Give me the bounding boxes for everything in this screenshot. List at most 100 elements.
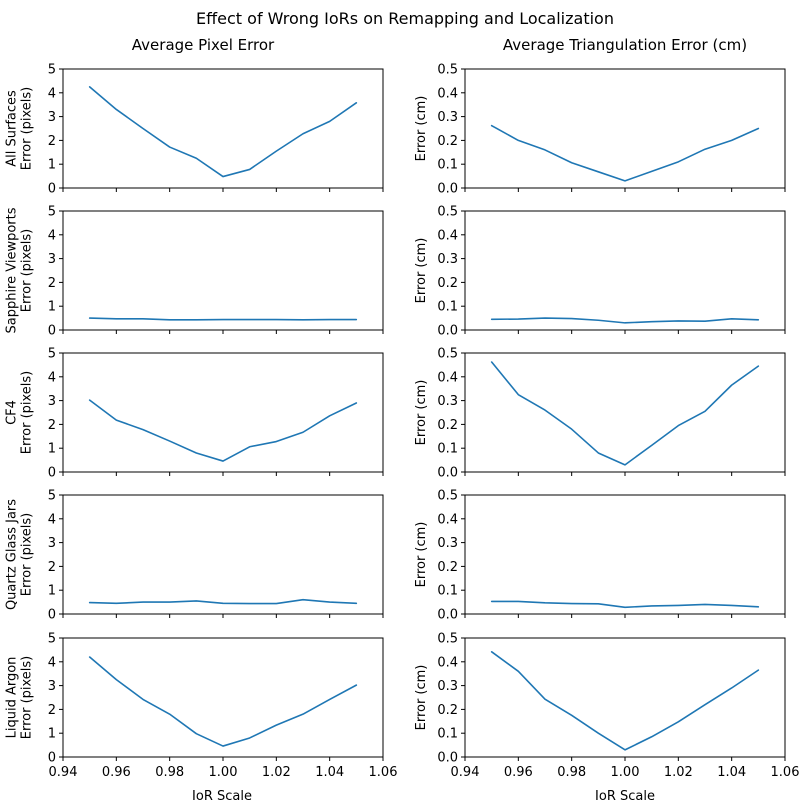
panel-quartz-glass-jars-pixel-ytick-label-0: 0 — [48, 608, 56, 623]
panel-quartz-glass-jars-triangulation-axes-frame — [464, 494, 786, 615]
panel-cf4-triangulation-axes-frame — [464, 352, 786, 473]
panel-sapphire-viewports-triangulation-series-line — [490, 317, 760, 324]
panel-all-surfaces-pixel-axes-frame — [62, 68, 384, 189]
panel-cf4-triangulation-ytick-label-2: 0.2 — [437, 418, 458, 433]
panel-sapphire-viewports-pixel-ytick-label-5: 5 — [48, 205, 56, 220]
panel-quartz-glass-jars-triangulation-ytick-label-4: 0.4 — [437, 512, 458, 527]
panel-all-surfaces-pixel-ylabel-1: Error (pixels) — [20, 87, 35, 171]
panel-liquid-argon-triangulation-xtick-label-3: 1.00 — [611, 765, 640, 780]
panel-sapphire-viewports-pixel-ytick-label-2: 2 — [48, 276, 56, 291]
panel-all-surfaces-triangulation-ylabel-0: Error (cm) — [414, 96, 429, 162]
panel-cf4-pixel-ytick-label-3: 3 — [48, 394, 56, 409]
panel-all-surfaces-pixel-ytick-label-2: 2 — [48, 134, 56, 149]
panel-sapphire-viewports-triangulation-ytick-label-4: 0.4 — [437, 228, 458, 243]
panel-quartz-glass-jars-triangulation-ytick-label-0: 0.0 — [437, 608, 458, 623]
panel-sapphire-viewports-pixel-ytick-label-1: 1 — [48, 300, 56, 315]
panel-liquid-argon-pixel-axes-frame — [62, 637, 384, 758]
panel-quartz-glass-jars-triangulation-ytick-label-5: 0.5 — [437, 489, 458, 504]
panel-all-surfaces-pixel-series-line — [88, 86, 358, 178]
panel-sapphire-viewports-triangulation-ytick-label-1: 0.1 — [437, 300, 458, 315]
panel-liquid-argon-pixel: 0 1 2 3 4 5 0.94 0.96 0.98 1.00 1.02 1.04 1.06 Liquid… — [5, 632, 398, 781]
column-title-triangulation-error: Average Triangulation Error (cm) — [503, 36, 747, 54]
panel-cf4-pixel-series-line — [88, 399, 358, 462]
panel-quartz-glass-jars-triangulation-series-line — [490, 600, 760, 609]
panel-cf4-pixel-ylabel-0: CF4 — [5, 400, 20, 425]
panel-sapphire-viewports-pixel-ytick-label-0: 0 — [48, 324, 56, 339]
panel-all-surfaces-pixel-ytick-label-3: 3 — [48, 110, 56, 125]
panel-quartz-glass-jars-pixel-ytick-label-1: 1 — [48, 584, 56, 599]
panel-all-surfaces-pixel-ytick-label-1: 1 — [48, 158, 56, 173]
panel-all-surfaces-pixel-ylabel-0: All Surfaces — [5, 90, 20, 167]
panel-liquid-argon-pixel-ytick-label-3: 3 — [48, 679, 56, 694]
panel-liquid-argon-triangulation: 0.0 0.1 0.2 0.3 0.4 0.5 0.94 0.96 0.98 1.00 1.02 1.… — [414, 632, 799, 781]
panel-liquid-argon-triangulation-ytick-label-0: 0.0 — [437, 751, 458, 766]
panel-quartz-glass-jars-pixel-ytick-label-4: 4 — [48, 512, 56, 527]
panel-cf4-pixel-ytick-label-4: 4 — [48, 370, 56, 385]
panel-quartz-glass-jars-triangulation-ytick-label-1: 0.1 — [437, 584, 458, 599]
panel-liquid-argon-triangulation-xtick-label-2: 0.98 — [557, 765, 586, 780]
panel-cf4-triangulation-ytick-label-5: 0.5 — [437, 347, 458, 362]
panel-sapphire-viewports-pixel-ylabel-1: Error (pixels) — [20, 229, 35, 313]
panel-all-surfaces-pixel-ytick-label-4: 4 — [48, 86, 56, 101]
panel-cf4-triangulation-series-line — [490, 361, 760, 466]
panel-cf4-triangulation: 0.0 0.1 0.2 0.3 0.4 0.5 Error (cm) — [414, 347, 786, 481]
panel-quartz-glass-jars-triangulation: 0.0 0.1 0.2 0.3 0.4 0.5 Error (cm) — [414, 489, 786, 623]
panel-quartz-glass-jars-pixel-axes-frame — [62, 494, 384, 615]
panel-all-surfaces-triangulation-ytick-label-4: 0.4 — [437, 86, 458, 101]
panel-all-surfaces-triangulation-ytick-label-3: 0.3 — [437, 110, 458, 125]
panel-sapphire-viewports-triangulation-axes-frame — [464, 210, 786, 331]
panel-cf4-triangulation-ytick-label-1: 0.1 — [437, 442, 458, 457]
panel-all-surfaces-pixel-ytick-label-0: 0 — [48, 182, 56, 197]
panel-sapphire-viewports-pixel: 0 1 2 3 4 5 Sapphire Viewports Error (pixels) — [5, 205, 384, 339]
panel-quartz-glass-jars-triangulation-ylabel-0: Error (cm) — [414, 522, 429, 588]
panel-cf4-triangulation-ytick-label-3: 0.3 — [437, 394, 458, 409]
panel-liquid-argon-triangulation-ytick-label-1: 0.1 — [437, 727, 458, 742]
panel-all-surfaces-triangulation-ytick-label-2: 0.2 — [437, 134, 458, 149]
panel-liquid-argon-pixel-series-line — [88, 656, 358, 747]
panel-liquid-argon-pixel-xtick-label-4: 1.02 — [262, 765, 291, 780]
column-title-pixel-error: Average Pixel Error — [132, 36, 275, 54]
panel-liquid-argon-triangulation-xtick-label-1: 0.96 — [504, 765, 533, 780]
panel-sapphire-viewports-triangulation-ytick-label-3: 0.3 — [437, 252, 458, 267]
panel-quartz-glass-jars-pixel-ylabel-0: Quartz Glass Jars — [5, 499, 20, 610]
panel-quartz-glass-jars-triangulation-ytick-label-3: 0.3 — [437, 536, 458, 551]
panel-all-surfaces-pixel: 0 1 2 3 4 5 All Surfaces Error (pixels) — [5, 63, 384, 197]
panel-all-surfaces-triangulation-ytick-label-5: 0.5 — [437, 63, 458, 78]
panel-liquid-argon-triangulation-series-line — [490, 650, 760, 751]
panel-liquid-argon-pixel-ytick-label-1: 1 — [48, 727, 56, 742]
panel-quartz-glass-jars-pixel-series-line — [88, 598, 358, 605]
panel-cf4-triangulation-ytick-label-0: 0.0 — [437, 466, 458, 481]
panel-quartz-glass-jars-pixel-ylabel-1: Error (pixels) — [20, 513, 35, 597]
panel-sapphire-viewports-pixel-ytick-label-4: 4 — [48, 228, 56, 243]
panel-cf4-triangulation-ylabel-0: Error (cm) — [414, 380, 429, 446]
panel-sapphire-viewports-triangulation-ytick-label-0: 0.0 — [437, 324, 458, 339]
panel-liquid-argon-pixel-xtick-label-5: 1.04 — [315, 765, 344, 780]
panel-quartz-glass-jars-pixel-ytick-label-5: 5 — [48, 489, 56, 504]
panel-quartz-glass-jars-pixel: 0 1 2 3 4 5 Quartz Glass Jars Error (pixels) — [5, 489, 384, 623]
panel-liquid-argon-triangulation-ytick-label-2: 0.2 — [437, 703, 458, 718]
panel-liquid-argon-triangulation-ytick-label-4: 0.4 — [437, 655, 458, 670]
panel-all-surfaces-triangulation-ytick-label-1: 0.1 — [437, 158, 458, 173]
panel-quartz-glass-jars-pixel-ytick-label-3: 3 — [48, 536, 56, 551]
panel-liquid-argon-triangulation-ylabel-0: Error (cm) — [414, 665, 429, 731]
panel-quartz-glass-jars-triangulation-ytick-label-2: 0.2 — [437, 560, 458, 575]
panel-liquid-argon-pixel-xtick-label-3: 1.00 — [209, 765, 238, 780]
panel-liquid-argon-pixel-ylabel-0: Liquid Argon — [5, 657, 20, 739]
panel-liquid-argon-pixel-ytick-label-4: 4 — [48, 655, 56, 670]
panel-all-surfaces-pixel-ytick-label-5: 5 — [48, 63, 56, 78]
panel-liquid-argon-triangulation-ytick-label-3: 0.3 — [437, 679, 458, 694]
panel-cf4-triangulation-ytick-label-4: 0.4 — [437, 370, 458, 385]
panel-sapphire-viewports-pixel-ytick-label-3: 3 — [48, 252, 56, 267]
panel-all-surfaces-triangulation: 0.0 0.1 0.2 0.3 0.4 0.5 Error (cm) — [414, 63, 786, 197]
panel-liquid-argon-triangulation-xtick-label-5: 1.04 — [717, 765, 746, 780]
panel-liquid-argon-pixel-ylabel-1: Error (pixels) — [20, 656, 35, 740]
panel-cf4-pixel-ytick-label-0: 0 — [48, 466, 56, 481]
panel-sapphire-viewports-triangulation-ylabel-0: Error (cm) — [414, 238, 429, 304]
panel-sapphire-viewports-triangulation: 0.0 0.1 0.2 0.3 0.4 0.5 Error (cm) — [414, 205, 786, 339]
panel-sapphire-viewports-pixel-axes-frame — [62, 210, 384, 331]
panel-cf4-pixel-ytick-label-1: 1 — [48, 442, 56, 457]
panel-sapphire-viewports-triangulation-ytick-label-5: 0.5 — [437, 205, 458, 220]
panel-liquid-argon-triangulation-xtick-label-6: 1.06 — [771, 765, 800, 780]
